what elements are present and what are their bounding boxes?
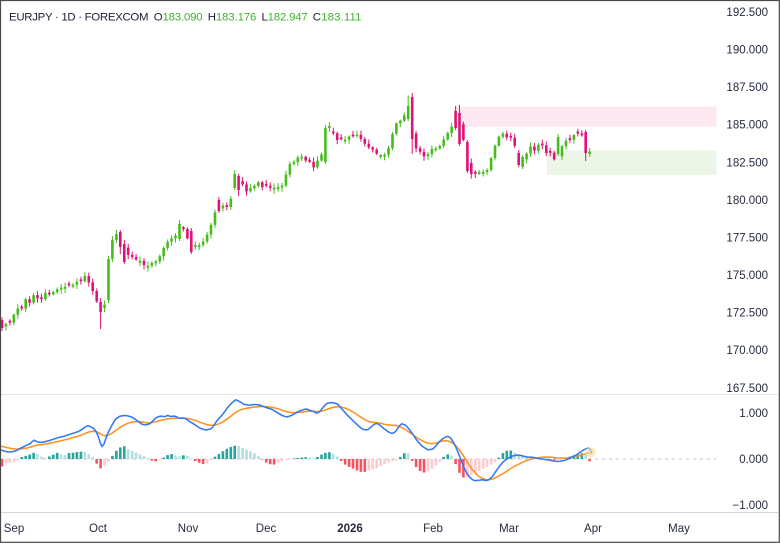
- svg-text:170.000: 170.000: [726, 345, 768, 357]
- svg-text:Apr: Apr: [584, 523, 602, 535]
- svg-text:185.000: 185.000: [726, 120, 768, 132]
- svg-text:172.500: 172.500: [726, 308, 768, 320]
- svg-text:175.000: 175.000: [726, 270, 768, 282]
- svg-text:Oct: Oct: [89, 523, 108, 535]
- svg-text:Dec: Dec: [256, 523, 277, 535]
- svg-text:167.500: 167.500: [726, 383, 768, 395]
- svg-text:177.500: 177.500: [726, 232, 768, 244]
- svg-text:192.500: 192.500: [726, 7, 768, 19]
- svg-text:L182.947: L182.947: [262, 11, 308, 23]
- svg-text:Nov: Nov: [178, 523, 199, 535]
- svg-text:C183.111: C183.111: [313, 11, 362, 23]
- svg-text:Feb: Feb: [423, 523, 443, 535]
- svg-text:Mar: Mar: [499, 523, 519, 535]
- svg-text:0.000: 0.000: [739, 454, 768, 466]
- svg-text:EURJPY · 1D · FOREXCOM: EURJPY · 1D · FOREXCOM: [9, 11, 149, 23]
- svg-text:Sep: Sep: [4, 523, 24, 535]
- svg-text:−1.000: −1.000: [733, 500, 769, 512]
- svg-text:190.000: 190.000: [726, 45, 768, 57]
- svg-text:2026: 2026: [337, 523, 363, 535]
- svg-text:187.500: 187.500: [726, 82, 768, 94]
- svg-text:182.500: 182.500: [726, 157, 768, 169]
- svg-text:O183.090: O183.090: [154, 11, 203, 23]
- svg-text:May: May: [668, 523, 690, 535]
- svg-text:H183.176: H183.176: [208, 11, 257, 23]
- svg-text:1.000: 1.000: [739, 408, 768, 420]
- svg-text:180.000: 180.000: [726, 195, 768, 207]
